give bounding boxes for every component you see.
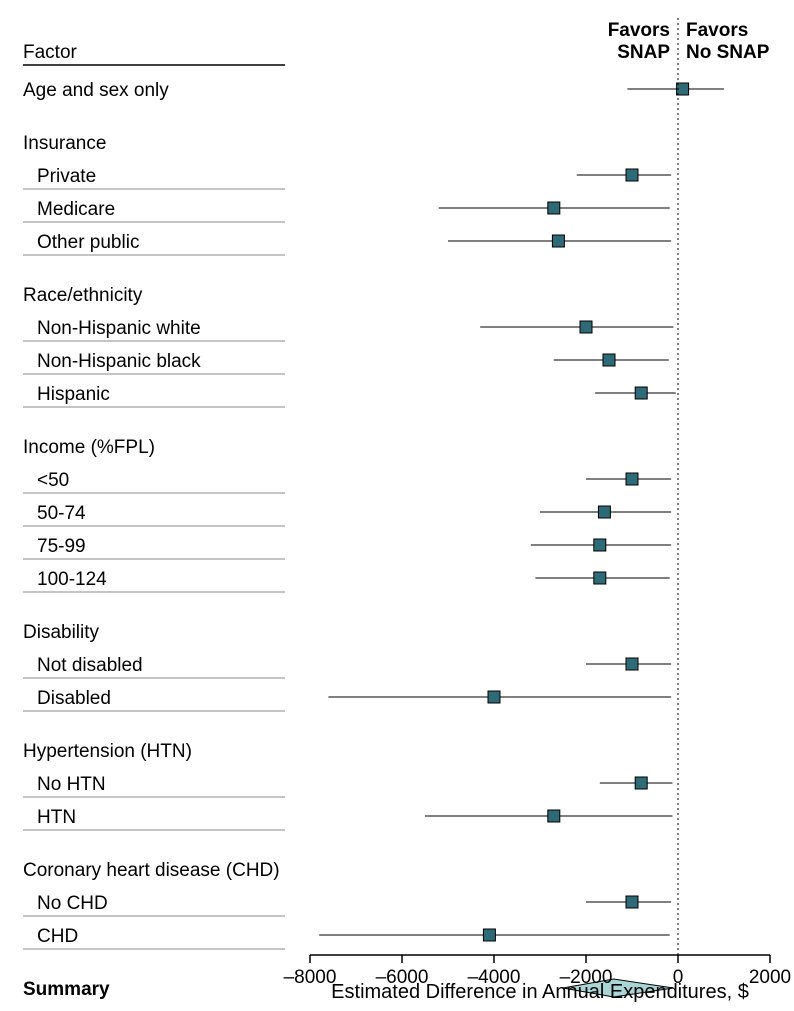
- point-marker: [552, 235, 564, 247]
- forest-plot-svg: FactorFavorsSNAPFavorsNo SNAPAge and sex…: [0, 0, 794, 1011]
- header-favors-nosnap-line2: No SNAP: [686, 42, 770, 63]
- x-axis-tick-label: –8000: [284, 967, 337, 988]
- row-label: 100-124: [37, 569, 107, 590]
- chart-container: FactorFavorsSNAPFavorsNo SNAPAge and sex…: [0, 0, 794, 1011]
- header-factor: Factor: [23, 42, 78, 63]
- row-label: 75-99: [37, 536, 86, 557]
- point-marker: [598, 506, 610, 518]
- row-label: 50-74: [37, 503, 86, 524]
- header-favors-snap-line2: SNAP: [617, 42, 670, 63]
- point-marker: [626, 658, 638, 670]
- point-marker: [635, 777, 647, 789]
- x-axis-title: Estimated Difference in Annual Expenditu…: [331, 981, 749, 1003]
- point-marker: [626, 896, 638, 908]
- group-header: Hypertension (HTN): [23, 741, 192, 762]
- point-marker: [626, 169, 638, 181]
- row-label: Hispanic: [37, 384, 110, 405]
- row-label: No CHD: [37, 893, 108, 914]
- point-marker: [488, 691, 500, 703]
- row-label: Non-Hispanic white: [37, 318, 201, 339]
- point-marker: [603, 354, 615, 366]
- header-favors-snap-line1: Favors: [608, 20, 670, 41]
- group-header: Income (%FPL): [23, 437, 155, 458]
- summary-label: Summary: [23, 979, 110, 1000]
- group-header: Disability: [23, 622, 100, 643]
- row-label: Non-Hispanic black: [37, 351, 201, 372]
- group-header: Coronary heart disease (CHD): [23, 860, 280, 881]
- row-label: Medicare: [37, 199, 115, 220]
- row-label: CHD: [37, 926, 78, 947]
- header-favors-nosnap-line1: Favors: [686, 20, 748, 41]
- row-label: Not disabled: [37, 655, 143, 676]
- point-marker: [594, 572, 606, 584]
- row-label: Private: [37, 166, 96, 187]
- row-label: HTN: [37, 807, 76, 828]
- row-label: <50: [37, 470, 69, 491]
- row-label: Age and sex only: [23, 80, 169, 101]
- group-header: Insurance: [23, 133, 106, 154]
- x-axis-tick-label: 2000: [749, 967, 791, 988]
- point-marker: [548, 202, 560, 214]
- point-marker: [483, 929, 495, 941]
- point-marker: [626, 473, 638, 485]
- point-marker: [635, 387, 647, 399]
- point-marker: [594, 539, 606, 551]
- row-label: No HTN: [37, 774, 106, 795]
- row-label: Other public: [37, 232, 139, 253]
- point-marker: [548, 810, 560, 822]
- row-label: Disabled: [37, 688, 111, 709]
- group-header: Race/ethnicity: [23, 285, 143, 306]
- point-marker: [580, 321, 592, 333]
